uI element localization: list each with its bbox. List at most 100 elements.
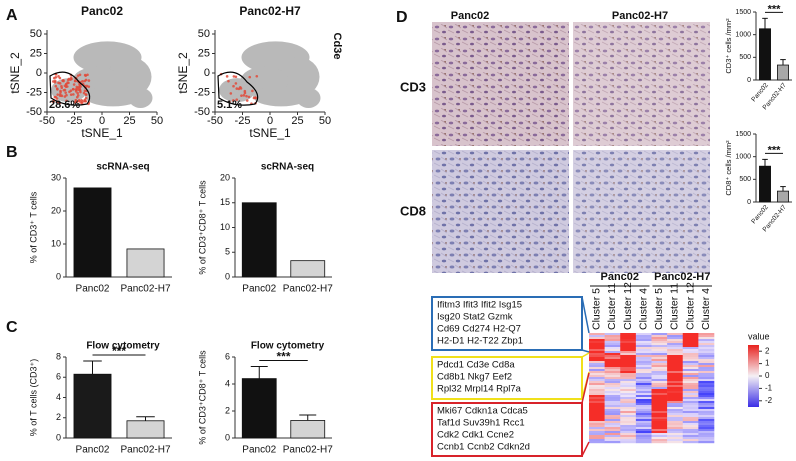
cd3e-cell (54, 95, 58, 99)
cd3e-cell (75, 88, 79, 91)
connector (581, 352, 590, 358)
colorbar-tick-label: 0 (765, 371, 770, 380)
heatmap-texture (698, 361, 715, 364)
heatmap-texture (589, 417, 605, 420)
heatmap-texture (667, 387, 684, 390)
column-label: Cluster 12 (684, 282, 696, 330)
heatmap-texture (651, 435, 668, 438)
panel-label: C (6, 319, 18, 336)
heatmap-texture (698, 437, 715, 440)
heatmap-texture (589, 373, 605, 376)
heatmap-texture (620, 381, 637, 384)
heatmap-texture (698, 341, 715, 344)
heatmap-texture (589, 363, 605, 366)
heatmap-texture (589, 441, 605, 444)
cd3e-cell (83, 89, 87, 93)
heatmap-texture (589, 433, 605, 436)
heatmap-texture (620, 421, 637, 424)
x-tick-label: 25 (291, 115, 303, 127)
heatmap-texture (682, 421, 699, 424)
heatmap-texture (667, 399, 684, 402)
heatmap-texture (620, 377, 637, 380)
heatmap-texture (604, 419, 621, 422)
heatmap-texture (604, 383, 621, 386)
heatmap-texture (651, 417, 668, 420)
heatmap-texture (604, 345, 621, 348)
bar (126, 420, 165, 439)
y-tick-label: 10 (51, 238, 61, 248)
chart-title: Flow cytometry (86, 341, 160, 352)
gene-list: Pdcd1 Cd3e Cd8a (437, 360, 515, 371)
heatmap-texture (635, 391, 652, 394)
heatmap-texture (667, 373, 684, 376)
heatmap-texture (651, 423, 668, 426)
heatmap-texture (635, 395, 652, 398)
heatmap-texture (698, 335, 715, 338)
panel-label: B (6, 144, 18, 161)
heatmap-texture (635, 429, 652, 432)
y-axis-label: % of CD3⁺CD8⁺ T cells (197, 350, 207, 445)
heatmap-texture (682, 363, 699, 366)
heatmap-texture (635, 433, 652, 436)
heatmap-texture (698, 385, 715, 388)
heatmap-texture (635, 409, 652, 412)
colorbar-tick-label: -1 (765, 384, 773, 393)
image-column-title: Panc02-H7 (612, 10, 668, 22)
heatmap-texture (698, 403, 715, 406)
heatmap-texture (667, 435, 684, 438)
cd3e-cell (65, 93, 68, 97)
heatmap-texture (635, 337, 652, 340)
heatmap-texture (620, 407, 637, 410)
heatmap-texture (635, 441, 652, 444)
heatmap-texture (589, 367, 605, 370)
heatmap-texture (698, 421, 715, 424)
colorbar-tick-label: 2 (765, 346, 770, 355)
cd3e-cell (238, 85, 242, 89)
heatmap-texture (651, 403, 668, 406)
heatmap-texture (651, 395, 668, 398)
heatmap-texture (667, 341, 684, 344)
y-tick-label: 0 (747, 77, 751, 84)
heatmap-texture (589, 391, 605, 394)
heatmap-texture (698, 413, 715, 416)
heatmap-texture (604, 385, 621, 388)
heatmap-texture (589, 435, 605, 438)
heatmap-texture (667, 391, 684, 394)
heatmap-texture (604, 353, 621, 356)
heatmap-texture (604, 433, 621, 436)
heatmap-texture (651, 333, 668, 336)
cd3e-cell (84, 78, 88, 82)
heatmap-texture (604, 333, 621, 336)
heatmap-texture (682, 367, 699, 370)
gene-box (431, 296, 583, 351)
heatmap-texture (698, 415, 715, 418)
heatmap-texture (604, 439, 621, 442)
heatmap-texture (651, 359, 668, 362)
heatmap-texture (589, 397, 605, 400)
heatmap-texture (667, 383, 684, 386)
bar (759, 28, 771, 81)
cd3e-cell (251, 89, 254, 93)
y-tick-label: 4 (225, 378, 230, 388)
x-tick-label: -25 (235, 115, 251, 127)
heatmap-texture (589, 393, 605, 396)
y-tick-label: -25 (26, 86, 42, 98)
x-tick-label: 0 (99, 115, 105, 127)
annotation: 5.1% (217, 99, 242, 111)
cd3e-cell (234, 75, 238, 79)
heatmap-texture (635, 355, 652, 358)
heatmap-texture (651, 407, 668, 410)
x-tick-label: Panc02 (242, 445, 276, 456)
image-column-title: Panc02 (451, 10, 490, 22)
heatmap-texture (682, 407, 699, 410)
heatmap-texture (651, 347, 668, 350)
heatmap-texture (620, 431, 637, 434)
heatmap-texture (589, 365, 605, 368)
heatmap-texture (604, 405, 621, 408)
heatmap-texture (620, 427, 637, 430)
heatmap-texture (698, 347, 715, 350)
heatmap-texture (651, 409, 668, 412)
heatmap-texture (589, 387, 605, 390)
heatmap-texture (698, 343, 715, 346)
heatmap-texture (682, 379, 699, 382)
